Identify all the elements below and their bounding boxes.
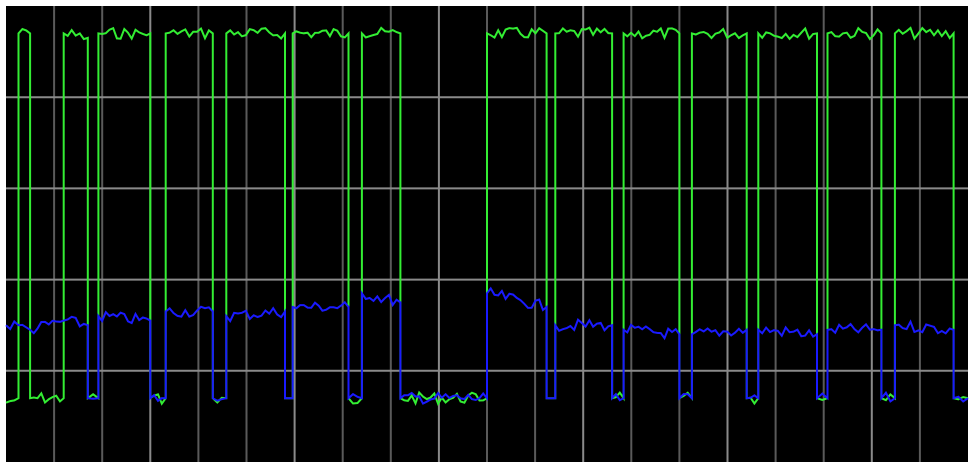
- waveform-layer: [5, 26, 969, 407]
- series-blue-trace: [5, 286, 969, 405]
